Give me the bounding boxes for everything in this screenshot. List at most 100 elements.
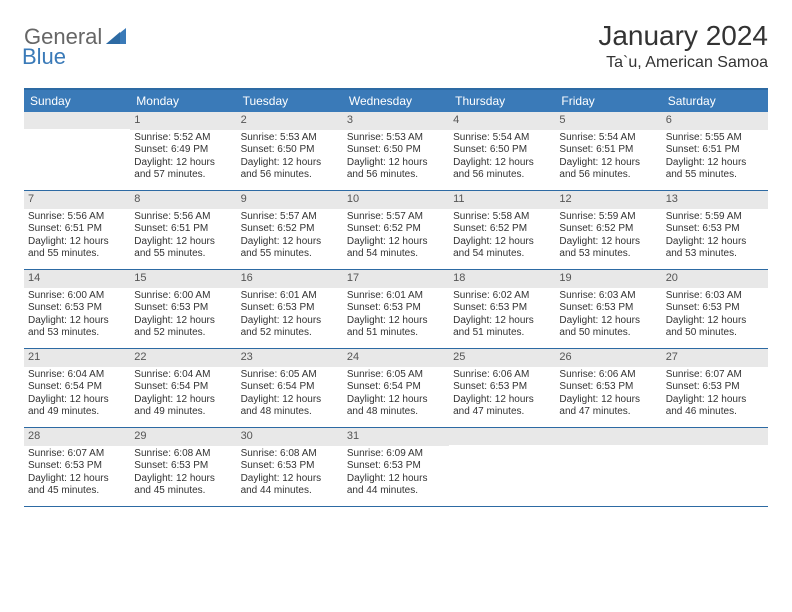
sunset-text: Sunset: 6:51 PM <box>130 223 236 236</box>
day-cell: 12Sunrise: 5:59 AMSunset: 6:52 PMDayligh… <box>555 191 661 269</box>
daylight-text: Daylight: 12 hours and 47 minutes. <box>449 394 555 419</box>
daylight-text: Daylight: 12 hours and 47 minutes. <box>555 394 661 419</box>
sunrise-text: Sunrise: 6:07 AM <box>24 448 130 461</box>
weekday-header: Saturday <box>662 90 768 112</box>
day-number: 26 <box>555 349 661 367</box>
day-cell: 9Sunrise: 5:57 AMSunset: 6:52 PMDaylight… <box>237 191 343 269</box>
sunrise-text: Sunrise: 6:07 AM <box>662 369 768 382</box>
day-cell: 24Sunrise: 6:05 AMSunset: 6:54 PMDayligh… <box>343 349 449 427</box>
sunset-text: Sunset: 6:52 PM <box>555 223 661 236</box>
sunset-text: Sunset: 6:53 PM <box>343 302 449 315</box>
daylight-text: Daylight: 12 hours and 55 minutes. <box>130 236 236 261</box>
day-number: 20 <box>662 270 768 288</box>
sunset-text: Sunset: 6:53 PM <box>130 302 236 315</box>
sunrise-text: Sunrise: 6:02 AM <box>449 290 555 303</box>
day-number: 10 <box>343 191 449 209</box>
sunset-text: Sunset: 6:50 PM <box>449 144 555 157</box>
day-cell: 29Sunrise: 6:08 AMSunset: 6:53 PMDayligh… <box>130 428 236 506</box>
sunrise-text: Sunrise: 5:56 AM <box>24 211 130 224</box>
day-cell: 30Sunrise: 6:08 AMSunset: 6:53 PMDayligh… <box>237 428 343 506</box>
daylight-text: Daylight: 12 hours and 44 minutes. <box>343 473 449 498</box>
sunset-text: Sunset: 6:53 PM <box>343 460 449 473</box>
day-cell: 28Sunrise: 6:07 AMSunset: 6:53 PMDayligh… <box>24 428 130 506</box>
day-cell: 6Sunrise: 5:55 AMSunset: 6:51 PMDaylight… <box>662 112 768 190</box>
day-number: 3 <box>343 112 449 130</box>
daylight-text: Daylight: 12 hours and 56 minutes. <box>237 157 343 182</box>
sunset-text: Sunset: 6:52 PM <box>449 223 555 236</box>
day-cell: 13Sunrise: 5:59 AMSunset: 6:53 PMDayligh… <box>662 191 768 269</box>
daylight-text: Daylight: 12 hours and 52 minutes. <box>237 315 343 340</box>
week-row: 28Sunrise: 6:07 AMSunset: 6:53 PMDayligh… <box>24 428 768 507</box>
daylight-text: Daylight: 12 hours and 55 minutes. <box>662 157 768 182</box>
sunset-text: Sunset: 6:51 PM <box>555 144 661 157</box>
day-cell: 17Sunrise: 6:01 AMSunset: 6:53 PMDayligh… <box>343 270 449 348</box>
day-cell: 25Sunrise: 6:06 AMSunset: 6:53 PMDayligh… <box>449 349 555 427</box>
day-cell: 11Sunrise: 5:58 AMSunset: 6:52 PMDayligh… <box>449 191 555 269</box>
sunset-text: Sunset: 6:50 PM <box>343 144 449 157</box>
sunset-text: Sunset: 6:53 PM <box>237 460 343 473</box>
daylight-text: Daylight: 12 hours and 51 minutes. <box>343 315 449 340</box>
weekday-header: Wednesday <box>343 90 449 112</box>
day-number: 15 <box>130 270 236 288</box>
daylight-text: Daylight: 12 hours and 57 minutes. <box>130 157 236 182</box>
weekday-header: Monday <box>130 90 236 112</box>
day-number: 18 <box>449 270 555 288</box>
sunset-text: Sunset: 6:54 PM <box>24 381 130 394</box>
sunset-text: Sunset: 6:53 PM <box>237 302 343 315</box>
week-row: 7Sunrise: 5:56 AMSunset: 6:51 PMDaylight… <box>24 191 768 270</box>
sunset-text: Sunset: 6:54 PM <box>237 381 343 394</box>
weekday-header: Thursday <box>449 90 555 112</box>
sunrise-text: Sunrise: 5:55 AM <box>662 132 768 145</box>
daylight-text: Daylight: 12 hours and 44 minutes. <box>237 473 343 498</box>
day-number: 7 <box>24 191 130 209</box>
day-cell: 31 Sunrise: 6:09 AMSunset: 6:53 PMDayligh… <box>343 428 449 506</box>
sunset-text: Sunset: 6:50 PM <box>237 144 343 157</box>
sunrise-text: Sunrise: 6:00 AM <box>130 290 236 303</box>
daylight-text: Daylight: 12 hours and 49 minutes. <box>130 394 236 419</box>
day-number: 2 <box>237 112 343 130</box>
day-number <box>662 428 768 445</box>
day-cell: 4Sunrise: 5:54 AMSunset: 6:50 PMDaylight… <box>449 112 555 190</box>
day-cell: 27 Sunrise: 6:07 AMSunset: 6:53 PMDayligh… <box>662 349 768 427</box>
sunset-text: Sunset: 6:53 PM <box>449 302 555 315</box>
weekday-header: Tuesday <box>237 90 343 112</box>
day-cell: 3Sunrise: 5:53 AMSunset: 6:50 PMDaylight… <box>343 112 449 190</box>
day-number: 19 <box>555 270 661 288</box>
day-cell: 16Sunrise: 6:01 AMSunset: 6:53 PMDayligh… <box>237 270 343 348</box>
sunrise-text: Sunrise: 6:08 AM <box>237 448 343 461</box>
page-header: General January 2024 Ta`u, American Samo… <box>24 20 768 72</box>
sunrise-text: Sunrise: 6:06 AM <box>555 369 661 382</box>
day-cell <box>449 428 555 506</box>
day-cell: 15 Sunrise: 6:00 AMSunset: 6:53 PMDayligh… <box>130 270 236 348</box>
sunset-text: Sunset: 6:51 PM <box>662 144 768 157</box>
daylight-text: Daylight: 12 hours and 45 minutes. <box>130 473 236 498</box>
week-row: 21Sunrise: 6:04 AMSunset: 6:54 PMDayligh… <box>24 349 768 428</box>
sunrise-text: Sunrise: 6:03 AM <box>555 290 661 303</box>
weekday-header: Friday <box>555 90 661 112</box>
day-number: 17 <box>343 270 449 288</box>
daylight-text: Daylight: 12 hours and 48 minutes. <box>237 394 343 419</box>
day-number: 31 <box>343 428 449 446</box>
day-number: 25 <box>449 349 555 367</box>
daylight-text: Daylight: 12 hours and 52 minutes. <box>130 315 236 340</box>
weeks-container: 1Sunrise: 5:52 AMSunset: 6:49 PMDaylight… <box>24 112 768 507</box>
sunset-text: Sunset: 6:54 PM <box>343 381 449 394</box>
day-cell <box>555 428 661 506</box>
day-cell: 1Sunrise: 5:52 AMSunset: 6:49 PMDaylight… <box>130 112 236 190</box>
daylight-text: Daylight: 12 hours and 49 minutes. <box>24 394 130 419</box>
location: Ta`u, American Samoa <box>598 54 768 72</box>
sunrise-text: Sunrise: 6:09 AM <box>343 448 449 461</box>
day-cell: 21Sunrise: 6:04 AMSunset: 6:54 PMDayligh… <box>24 349 130 427</box>
logo-text-blue: Blue <box>22 44 66 69</box>
day-number: 27 <box>662 349 768 367</box>
sunrise-text: Sunrise: 6:03 AM <box>662 290 768 303</box>
daylight-text: Daylight: 12 hours and 55 minutes. <box>24 236 130 261</box>
sunset-text: Sunset: 6:53 PM <box>662 381 768 394</box>
logo-triangle-icon <box>106 28 126 49</box>
sunrise-text: Sunrise: 5:54 AM <box>449 132 555 145</box>
day-cell: 10Sunrise: 5:57 AMSunset: 6:52 PMDayligh… <box>343 191 449 269</box>
daylight-text: Daylight: 12 hours and 46 minutes. <box>662 394 768 419</box>
day-cell: 7Sunrise: 5:56 AMSunset: 6:51 PMDaylight… <box>24 191 130 269</box>
sunset-text: Sunset: 6:53 PM <box>24 460 130 473</box>
daylight-text: Daylight: 12 hours and 53 minutes. <box>662 236 768 261</box>
